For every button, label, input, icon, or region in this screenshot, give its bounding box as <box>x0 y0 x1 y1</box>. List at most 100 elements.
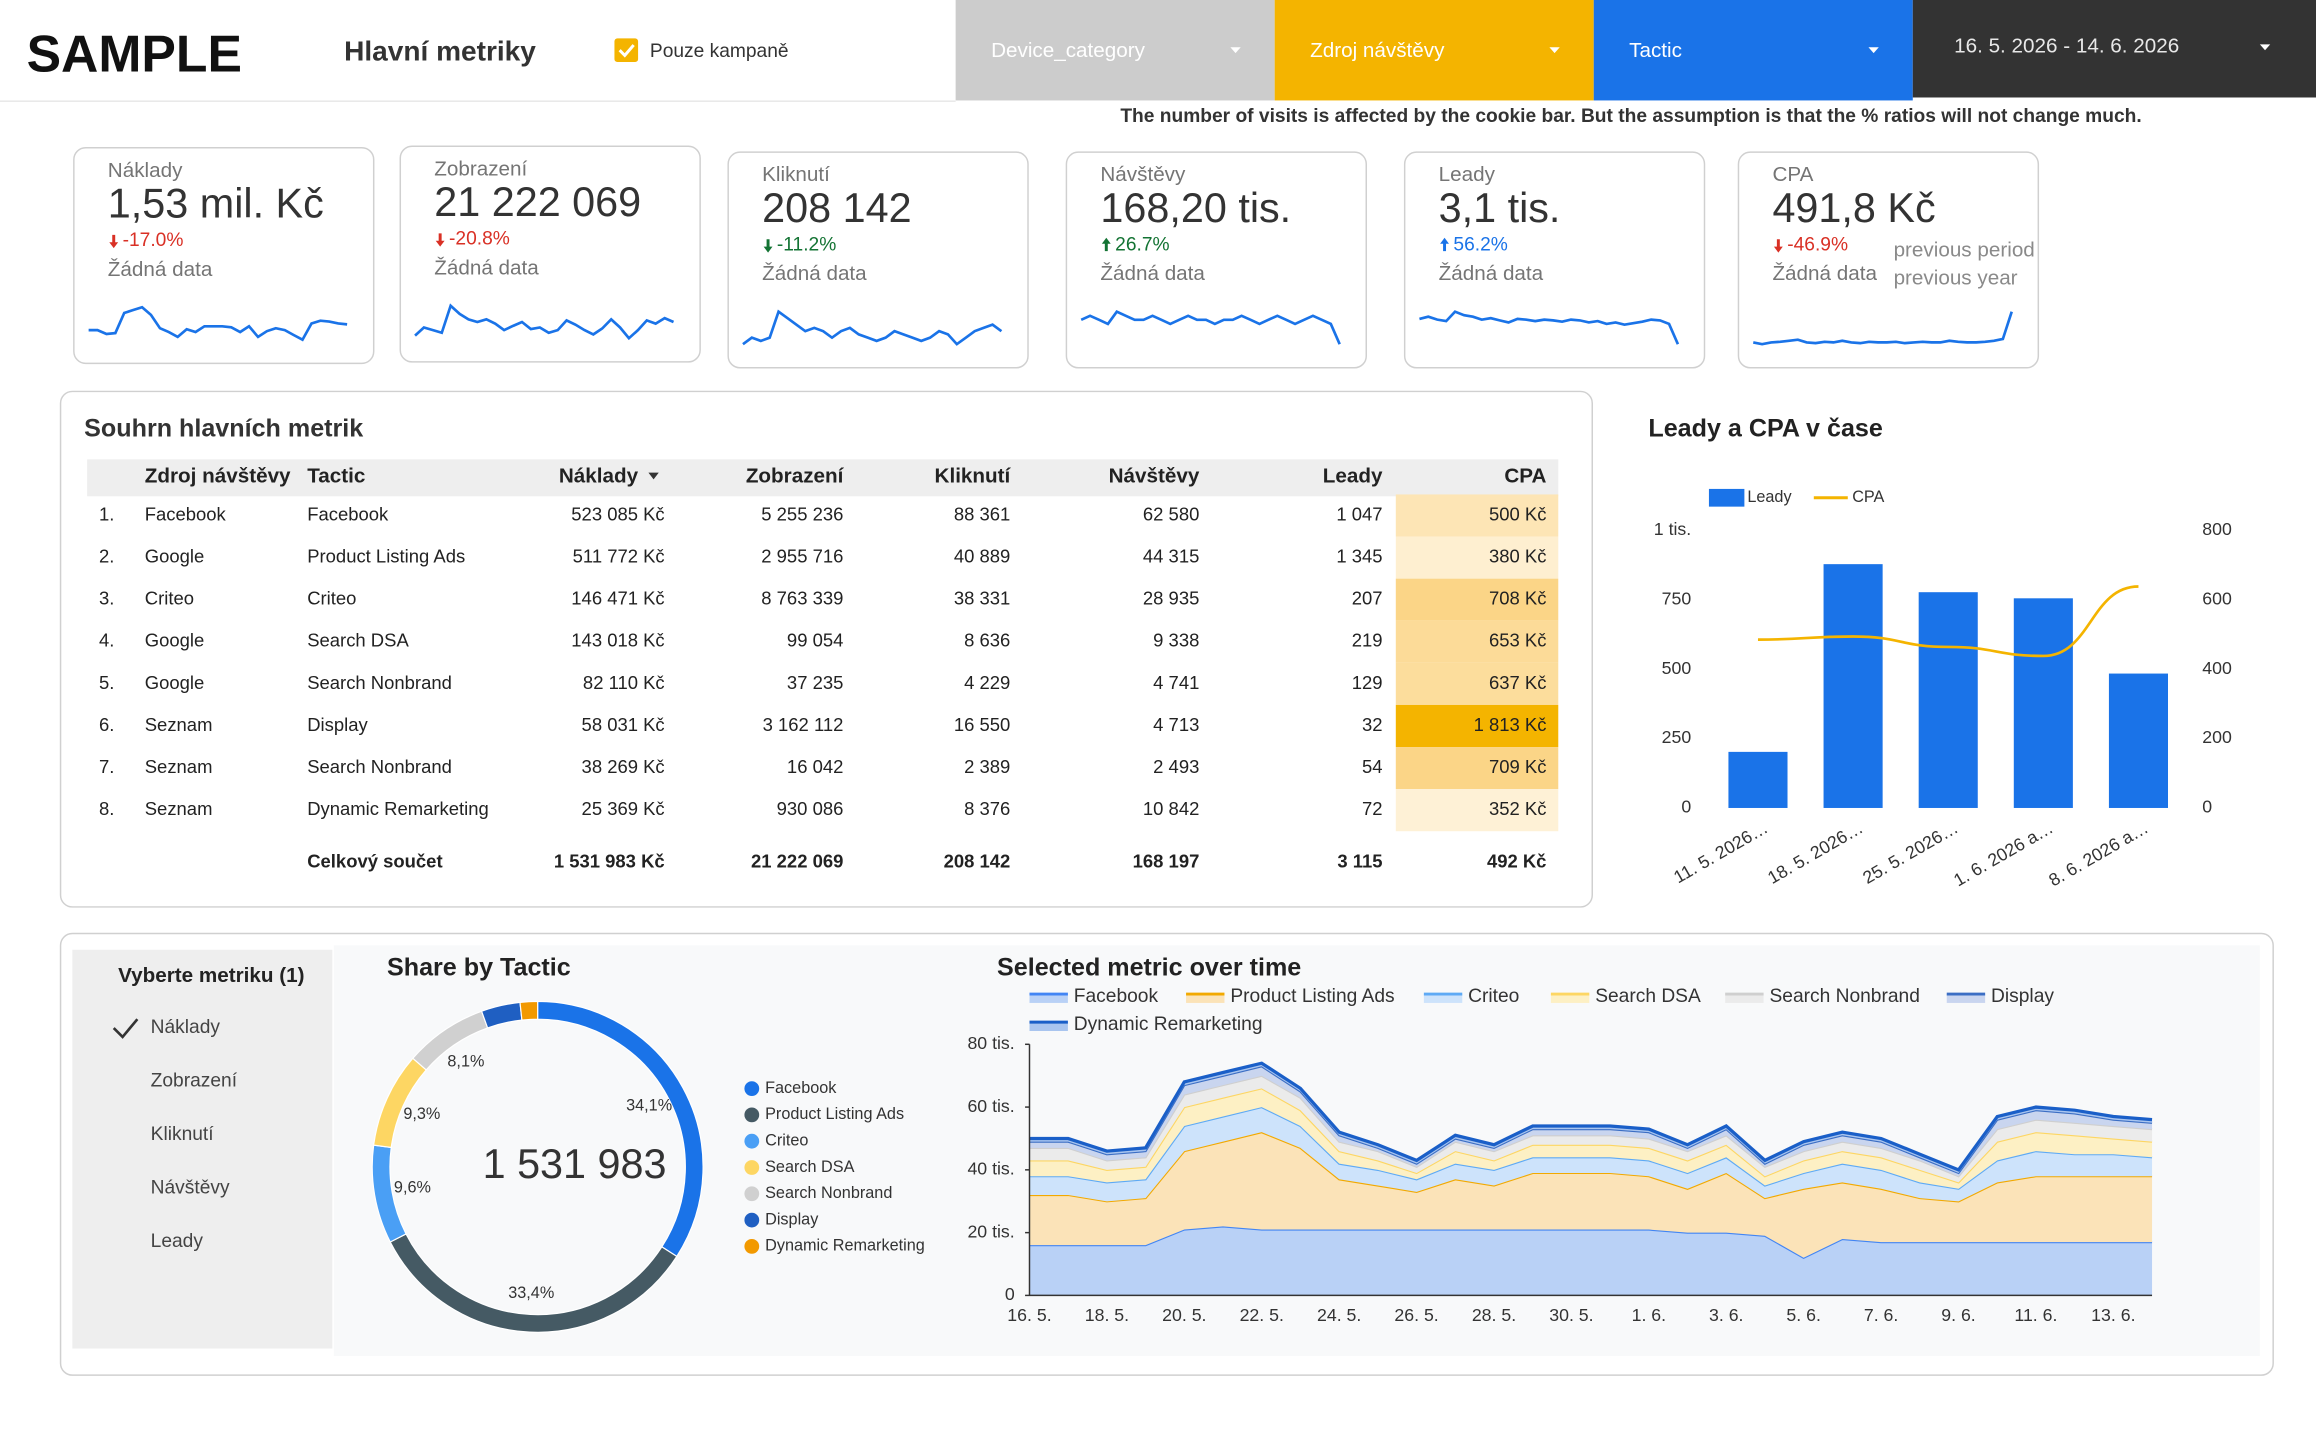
y-tick-label: 750 <box>1662 588 1692 608</box>
menu-item[interactable]: Zobrazení <box>151 1071 238 1092</box>
table-total: 208 142 <box>944 850 1011 871</box>
area <box>1029 1132 2153 1258</box>
table-total: Celkový součet <box>307 850 442 871</box>
scorecard-no-data: Žádná data <box>1772 262 1877 285</box>
scorecard-change: -17.0% <box>123 230 184 251</box>
legend-label: Display <box>765 1210 819 1228</box>
area <box>1029 1088 2153 1189</box>
menu-item[interactable]: Kliknutí <box>151 1124 215 1145</box>
filter-dropdown[interactable] <box>955 0 1275 101</box>
area-line <box>1029 1074 2153 1178</box>
y2-tick-label: 400 <box>2202 658 2232 678</box>
column-header: Leady <box>1323 465 1383 488</box>
table-cell: 4 741 <box>1153 672 1199 693</box>
legend-swatch <box>744 1107 760 1123</box>
x-tick-label: 28. 5. <box>1472 1305 1516 1325</box>
menu-item[interactable]: Náklady <box>151 1017 221 1038</box>
bar <box>2108 673 2169 808</box>
trend-arrow <box>1101 237 1111 252</box>
scorecard-change: -20.8% <box>449 228 510 249</box>
date-range[interactable]: 16. 5. 2026 - 14. 6. 2026 <box>1954 35 2179 58</box>
bar <box>1728 751 1788 808</box>
filter-label[interactable]: Zdroj návštěvy <box>1310 39 1445 62</box>
scorecard <box>727 151 1029 369</box>
bar <box>1918 592 1978 808</box>
table-cell: 16 550 <box>954 714 1010 735</box>
sparkline <box>742 309 1003 346</box>
scorecard-no-data: Žádná data <box>1439 262 1544 285</box>
y2-tick-label: 0 <box>2202 797 2212 817</box>
y-tick-label: 250 <box>1662 727 1692 747</box>
table-cell: 3. <box>99 588 114 609</box>
legend-swatch <box>744 1238 760 1254</box>
scorecard <box>1065 151 1368 369</box>
scorecard-value: 208 142 <box>762 185 911 231</box>
table-cell: 708 Kč <box>1489 588 1546 609</box>
chart-title: Share by Tactic <box>387 954 571 982</box>
legend-swatch <box>1725 994 1764 1003</box>
table-cell: Product Listing Ads <box>307 545 465 566</box>
scorecard-change: -46.9% <box>1787 234 1848 255</box>
line <box>1757 585 2139 658</box>
slice-label: 9,6% <box>394 1179 431 1197</box>
table-title: Souhrn hlavních metrik <box>84 414 363 442</box>
table-cell: 7. <box>99 756 114 777</box>
table-cell: 99 054 <box>787 630 843 651</box>
filter-dropdown[interactable] <box>1274 0 1594 101</box>
y2-tick-label: 800 <box>2202 519 2232 539</box>
scorecard-label: Zobrazení <box>434 157 527 180</box>
table-cell: 32 <box>1362 714 1383 735</box>
checkbox-label[interactable]: Pouze kampaně <box>650 41 789 62</box>
heat-cell <box>1395 789 1559 832</box>
scorecard-label: Leady <box>1439 163 1496 186</box>
header-bar <box>0 0 956 101</box>
table-cell: 146 471 Kč <box>571 588 664 609</box>
filter-dropdown[interactable] <box>1593 0 1913 101</box>
checkbox[interactable] <box>614 38 639 63</box>
scorecard-change: 26.7% <box>1115 234 1169 255</box>
brand: SAMPLE <box>27 24 242 82</box>
legend-label: Display <box>1991 986 2054 1007</box>
table-cell: 54 <box>1362 756 1383 777</box>
scorecard-value: 21 222 069 <box>434 179 641 225</box>
x-tick-label: 9. 6. <box>1941 1305 1975 1325</box>
table-cell: Search DSA <box>307 630 409 651</box>
legend-label: Criteo <box>1468 986 1519 1007</box>
table-cell: 82 110 Kč <box>583 672 665 693</box>
column-header: Náklady <box>559 465 639 488</box>
table-cell: 930 086 <box>777 798 844 819</box>
table-cell: 8 636 <box>964 630 1010 651</box>
scorecard-label: CPA <box>1772 163 1813 186</box>
legend-label: Search DSA <box>765 1158 854 1176</box>
table-cell: 4 713 <box>1153 714 1199 735</box>
table-cell: 8. <box>99 798 114 819</box>
trend-arrow <box>1440 237 1449 252</box>
x-tick-label: 5. 6. <box>1786 1305 1820 1325</box>
heat-cell <box>1395 494 1559 537</box>
table-cell: 5. <box>99 672 114 693</box>
dropdown-caret <box>2259 44 2271 51</box>
table-cell: 16 042 <box>787 756 843 777</box>
menu-item[interactable]: Leady <box>151 1231 204 1252</box>
table-header-bg <box>87 459 1559 497</box>
x-tick-label: 26. 5. <box>1394 1305 1438 1325</box>
legend-swatch <box>744 1212 760 1228</box>
y-tick-label: 40 tis. <box>967 1159 1014 1179</box>
table-cell: 500 Kč <box>1489 503 1546 524</box>
date-range-picker[interactable] <box>1912 0 2316 98</box>
scorecard-label: Návštěvy <box>1100 163 1186 186</box>
menu-item[interactable]: Návštěvy <box>151 1178 230 1199</box>
scorecard <box>1403 151 1706 369</box>
scorecard <box>399 145 701 363</box>
column-header: Zobrazení <box>746 465 845 488</box>
table-cell: Dynamic Remarketing <box>307 798 489 819</box>
table-panel <box>59 390 1593 908</box>
checkbox-check <box>618 44 635 58</box>
trend-arrow <box>763 239 773 253</box>
table-cell: 1 345 <box>1336 545 1382 566</box>
filter-label[interactable]: Tactic <box>1629 39 1682 62</box>
table-cell: 129 <box>1352 672 1383 693</box>
filter-label[interactable]: Device_category <box>991 39 1146 62</box>
chart-title: Leady a CPA v čase <box>1648 414 1883 442</box>
